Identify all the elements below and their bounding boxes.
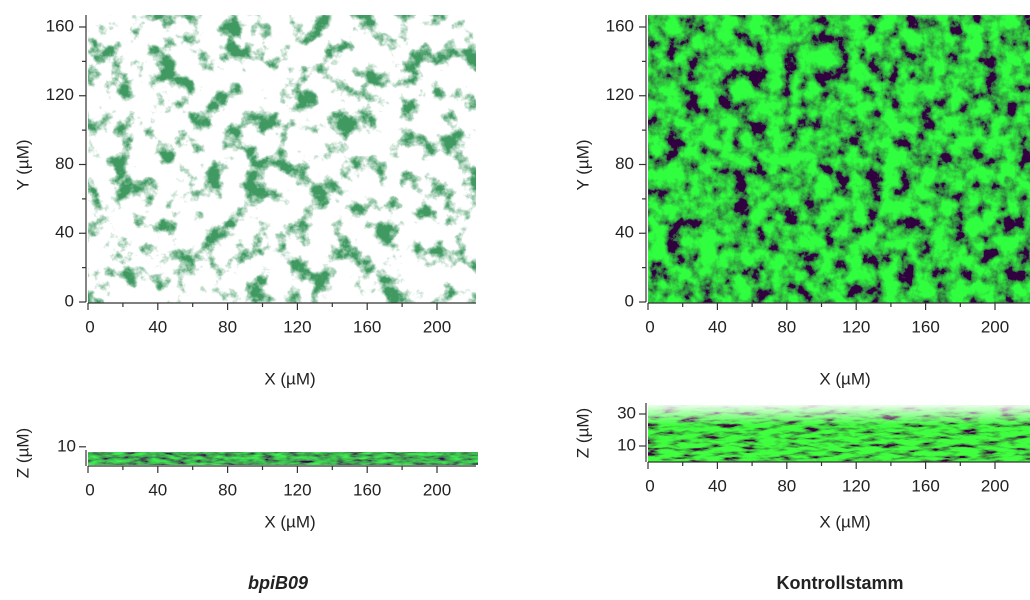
z-tick-label: 30 [617, 403, 636, 422]
x-axis-label: X (µM) [264, 369, 315, 388]
z-tick-label: 10 [57, 436, 76, 455]
x-tick-label: 120 [283, 480, 311, 499]
x-axis-label: X (µM) [819, 369, 870, 388]
z-tick-label: 10 [617, 435, 636, 454]
side-image-fade [648, 405, 1030, 462]
microscopy-image [648, 15, 1030, 303]
y-tick-label: 120 [46, 85, 74, 104]
x-tick-label: 80 [777, 317, 796, 336]
x-tick-label: 0 [645, 476, 654, 495]
x-tick-label: 200 [981, 476, 1009, 495]
x-tick-label: 80 [218, 317, 237, 336]
y-tick-label: 40 [615, 223, 634, 242]
x-tick-label: 200 [981, 317, 1009, 336]
x-tick-label: 40 [148, 480, 167, 499]
x-tick-label: 40 [148, 317, 167, 336]
y-axis-label: Y (µM) [13, 139, 32, 190]
panel-caption: Kontrollstamm [776, 573, 903, 593]
x-tick-label: 120 [842, 476, 870, 495]
y-tick-label: 0 [625, 291, 634, 310]
x-tick-label: 120 [842, 317, 870, 336]
x-tick-label: 0 [85, 480, 94, 499]
microscopy-image [88, 15, 476, 303]
x-axis-label: X (µM) [264, 512, 315, 531]
side-image [88, 452, 478, 465]
x-tick-label: 160 [353, 480, 381, 499]
y-tick-label: 80 [55, 154, 74, 173]
x-tick-label: 80 [777, 476, 796, 495]
x-axis-label: X (µM) [819, 512, 870, 531]
y-tick-label: 160 [606, 16, 634, 35]
x-tick-label: 80 [218, 480, 237, 499]
y-axis-label: Y (µM) [573, 139, 592, 190]
y-tick-label: 0 [65, 291, 74, 310]
x-tick-label: 40 [708, 476, 727, 495]
y-tick-label: 120 [606, 85, 634, 104]
x-tick-label: 200 [423, 480, 451, 499]
x-tick-label: 120 [283, 317, 311, 336]
x-tick-label: 160 [353, 317, 381, 336]
x-tick-label: 200 [423, 317, 451, 336]
y-tick-label: 160 [46, 16, 74, 35]
x-tick-label: 40 [708, 317, 727, 336]
x-tick-label: 0 [645, 317, 654, 336]
z-axis-label: Z (µM) [573, 408, 592, 458]
x-tick-label: 0 [85, 317, 94, 336]
panel-caption: bpiB09 [248, 573, 308, 593]
x-tick-label: 160 [911, 317, 939, 336]
y-tick-label: 40 [55, 223, 74, 242]
z-axis-label: Z (µM) [13, 428, 32, 478]
axes: 0 40 80 120 160 Y (µM) 0 40 80 120 160 200 X (µM) 10 Z… [13, 15, 1030, 593]
x-tick-label: 160 [911, 476, 939, 495]
y-tick-label: 80 [615, 154, 634, 173]
